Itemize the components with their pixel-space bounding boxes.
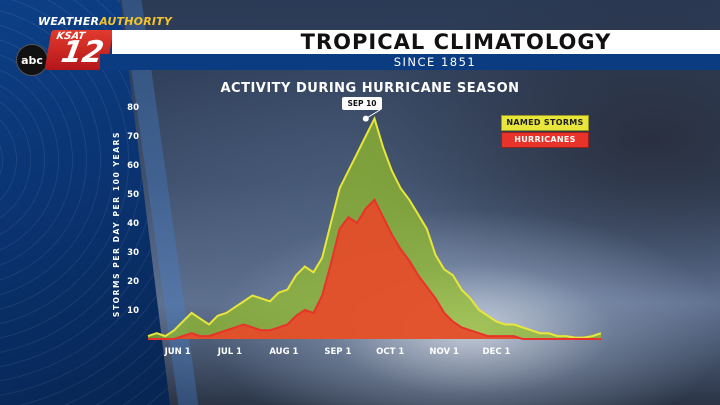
x-tick-labels: JUN 1 JUL 1 AUG 1 SEP 1 OCT 1 NOV 1 DEC 1: [164, 347, 511, 357]
x-tick-jun-1: JUN 1: [164, 347, 191, 357]
y-tick-30: 30: [127, 248, 139, 258]
page-subtitle: SINCE 1851: [393, 55, 477, 69]
y-tick-50: 50: [127, 190, 139, 200]
subtitle-bar: SINCE 1851: [100, 54, 720, 70]
x-tick-dec-1: DEC 1: [482, 347, 510, 357]
peak-annotation-label: SEP 10: [342, 97, 382, 110]
chart-legend: NAMED STORMS HURRICANES: [501, 115, 589, 148]
page-title-bar: TROPICAL CLIMATOLOGY: [112, 30, 720, 54]
x-tick-sep-1: SEP 1: [324, 347, 351, 357]
legend-named-storms: NAMED STORMS: [501, 115, 589, 131]
legend-hurricanes: HURRICANES: [501, 132, 589, 148]
chart-title: ACTIVITY DURING HURRICANE SEASON: [220, 81, 520, 96]
x-tick-nov-1: NOV 1: [429, 347, 459, 357]
y-tick-10: 10: [127, 306, 139, 316]
hurricanes-area: [148, 199, 601, 339]
abc-logo-text: abc: [21, 53, 43, 67]
y-tick-70: 70: [127, 132, 139, 142]
weather-authority-logo: WEATHERAUTHORITY: [38, 15, 172, 28]
hurricanes-line: [148, 198, 601, 340]
y-tick-60: 60: [127, 161, 139, 171]
peak-annotation-dot: [362, 115, 369, 122]
logo-authority-text: AUTHORITY: [99, 15, 173, 28]
x-tick-aug-1: AUG 1: [269, 347, 298, 357]
x-tick-oct-1: OCT 1: [376, 347, 404, 357]
y-tick-40: 40: [127, 219, 139, 229]
named-storms-line: [147, 115, 602, 339]
abc-logo: abc: [16, 44, 48, 76]
y-tick-labels: 10 20 30 40 50 60 70 80: [127, 103, 139, 316]
y-tick-20: 20: [127, 277, 139, 287]
logo-weather-text: WEATHER: [38, 15, 100, 28]
y-tick-80: 80: [127, 103, 139, 113]
x-tick-jul-1: JUL 1: [217, 347, 242, 357]
page-title: TROPICAL CLIMATOLOGY: [300, 30, 612, 54]
